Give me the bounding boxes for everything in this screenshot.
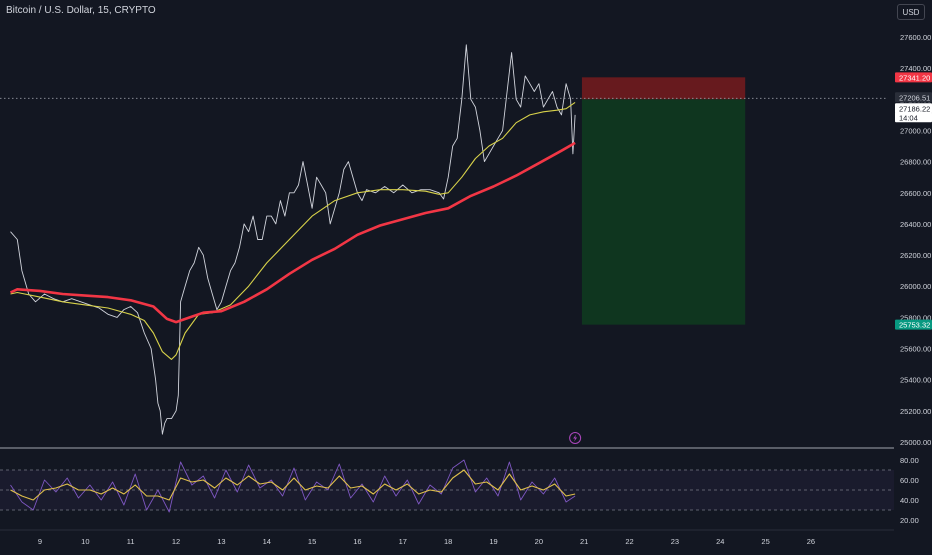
x-tick-label: 11	[127, 537, 135, 546]
price-label-bg	[895, 72, 932, 83]
price-label-text: 27186.22	[899, 104, 930, 113]
y-tick-label: 25600.00	[900, 345, 931, 354]
price-label-countdown: 14:04	[895, 112, 932, 123]
x-tick-label: 15	[308, 537, 316, 546]
y-tick-label: 27600.00	[900, 33, 931, 42]
price-series-group	[9, 44, 576, 435]
x-tick-label: 20	[535, 537, 543, 546]
price-label-target: 25753.32	[895, 319, 932, 330]
y-tick-label: 26400.00	[900, 220, 931, 229]
price-label-text: 27206.51	[899, 93, 930, 102]
y-tick-label: 26600.00	[900, 189, 931, 198]
y-tick-label: 27000.00	[900, 126, 931, 135]
price-label-text: 25753.32	[899, 321, 930, 330]
price-label-bg	[895, 103, 932, 114]
price-label-text: 27341.20	[899, 73, 930, 82]
price-label-text: 14:04	[899, 113, 918, 122]
x-tick-label: 17	[399, 537, 407, 546]
price-label-bg	[895, 319, 932, 330]
target_zone	[581, 99, 746, 325]
lightning-icon-bolt	[573, 434, 578, 442]
axes-group: 27600.0027400.0027200.0027000.0026800.00…	[38, 33, 931, 546]
x-tick-label: 14	[263, 537, 271, 546]
event-marker-group	[569, 432, 582, 444]
y-tick-label: 25200.00	[900, 407, 931, 416]
y-tick-label: 25400.00	[900, 376, 931, 385]
x-tick-label: 23	[671, 537, 679, 546]
price-label-live: 27186.22	[895, 103, 932, 114]
trade-zones	[581, 77, 746, 325]
price-label-stop: 27341.20	[895, 72, 932, 83]
lightning-icon	[569, 432, 582, 444]
y-tick-label: 26800.00	[900, 158, 931, 167]
chart-title: Bitcoin / U.S. Dollar, 15, CRYPTO	[6, 5, 156, 16]
y-tick-label: 26200.00	[900, 251, 931, 260]
y-tick-label: 27400.00	[900, 64, 931, 73]
ma_slow-series	[9, 141, 576, 324]
x-tick-label: 9	[38, 537, 42, 546]
y-tick-label: 25000.00	[900, 438, 931, 447]
x-tick-label: 18	[444, 537, 452, 546]
rsi-y-tick-label: 20.00	[900, 516, 919, 525]
rsi-y-tick-label: 60.00	[900, 476, 919, 485]
y-tick-label: 26000.00	[900, 282, 931, 291]
x-tick-label: 25	[761, 537, 769, 546]
x-tick-label: 21	[580, 537, 588, 546]
x-tick-label: 10	[81, 537, 89, 546]
x-tick-label: 19	[489, 537, 497, 546]
currency-button[interactable]: USD	[897, 4, 925, 20]
rsi-y-tick-label: 80.00	[900, 456, 919, 465]
rsi_signal-series	[10, 469, 576, 501]
price-label-current: 27206.51	[895, 92, 932, 103]
price-label-bg	[895, 92, 932, 103]
rsi-y-tick-label: 40.00	[900, 496, 919, 505]
x-tick-label: 22	[625, 537, 633, 546]
ma_fast-series	[10, 101, 576, 360]
x-tick-label: 13	[217, 537, 225, 546]
x-tick-label: 26	[807, 537, 815, 546]
y-tick-label: 25800.00	[900, 313, 931, 322]
price-label-bg	[895, 112, 932, 123]
price-series	[10, 44, 576, 435]
x-tick-label: 16	[353, 537, 361, 546]
x-tick-label: 12	[172, 537, 180, 546]
rsi-group	[0, 447, 894, 531]
stop_zone	[581, 77, 746, 100]
x-tick-label: 24	[716, 537, 724, 546]
